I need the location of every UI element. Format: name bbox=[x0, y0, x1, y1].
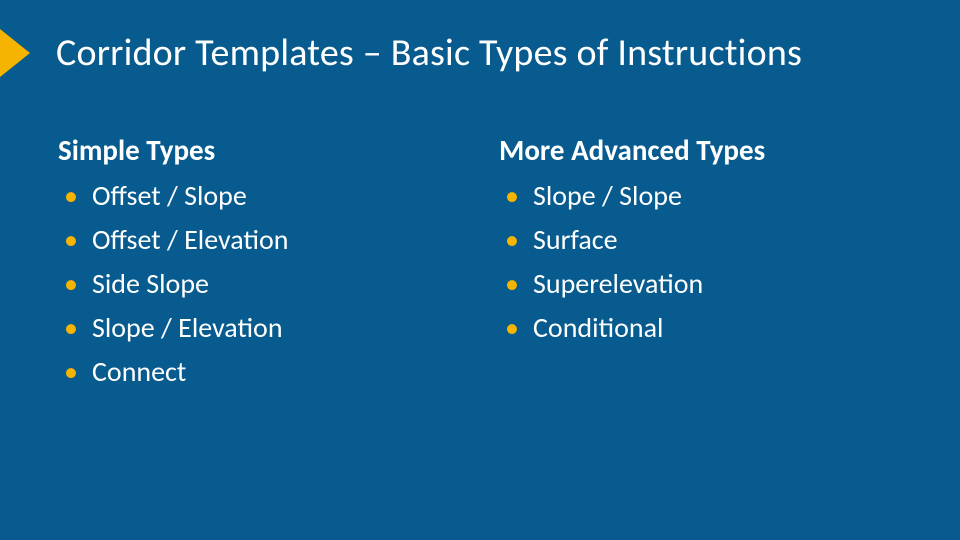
list-item: Offset / Elevation bbox=[58, 218, 479, 262]
list-item: Connect bbox=[58, 350, 479, 394]
list-item: Slope / Slope bbox=[499, 174, 920, 218]
list-item: Side Slope bbox=[58, 262, 479, 306]
title-bar: Corridor Templates – Basic Types of Inst… bbox=[0, 24, 960, 82]
list-item: Superelevation bbox=[499, 262, 920, 306]
heading-simple-types: Simple Types bbox=[58, 132, 479, 168]
list-item: Surface bbox=[499, 218, 920, 262]
list-advanced-types: Slope / Slope Surface Superelevation Con… bbox=[499, 174, 920, 350]
content-area: Simple Types Offset / Slope Offset / Ele… bbox=[58, 132, 920, 394]
column-simple-types: Simple Types Offset / Slope Offset / Ele… bbox=[58, 132, 499, 394]
list-item: Offset / Slope bbox=[58, 174, 479, 218]
list-item: Slope / Elevation bbox=[58, 306, 479, 350]
arrow-right-icon bbox=[0, 29, 30, 77]
heading-advanced-types: More Advanced Types bbox=[499, 132, 920, 168]
list-item: Conditional bbox=[499, 306, 920, 350]
slide-title: Corridor Templates – Basic Types of Inst… bbox=[56, 24, 802, 82]
list-simple-types: Offset / Slope Offset / Elevation Side S… bbox=[58, 174, 479, 394]
column-advanced-types: More Advanced Types Slope / Slope Surfac… bbox=[499, 132, 920, 394]
